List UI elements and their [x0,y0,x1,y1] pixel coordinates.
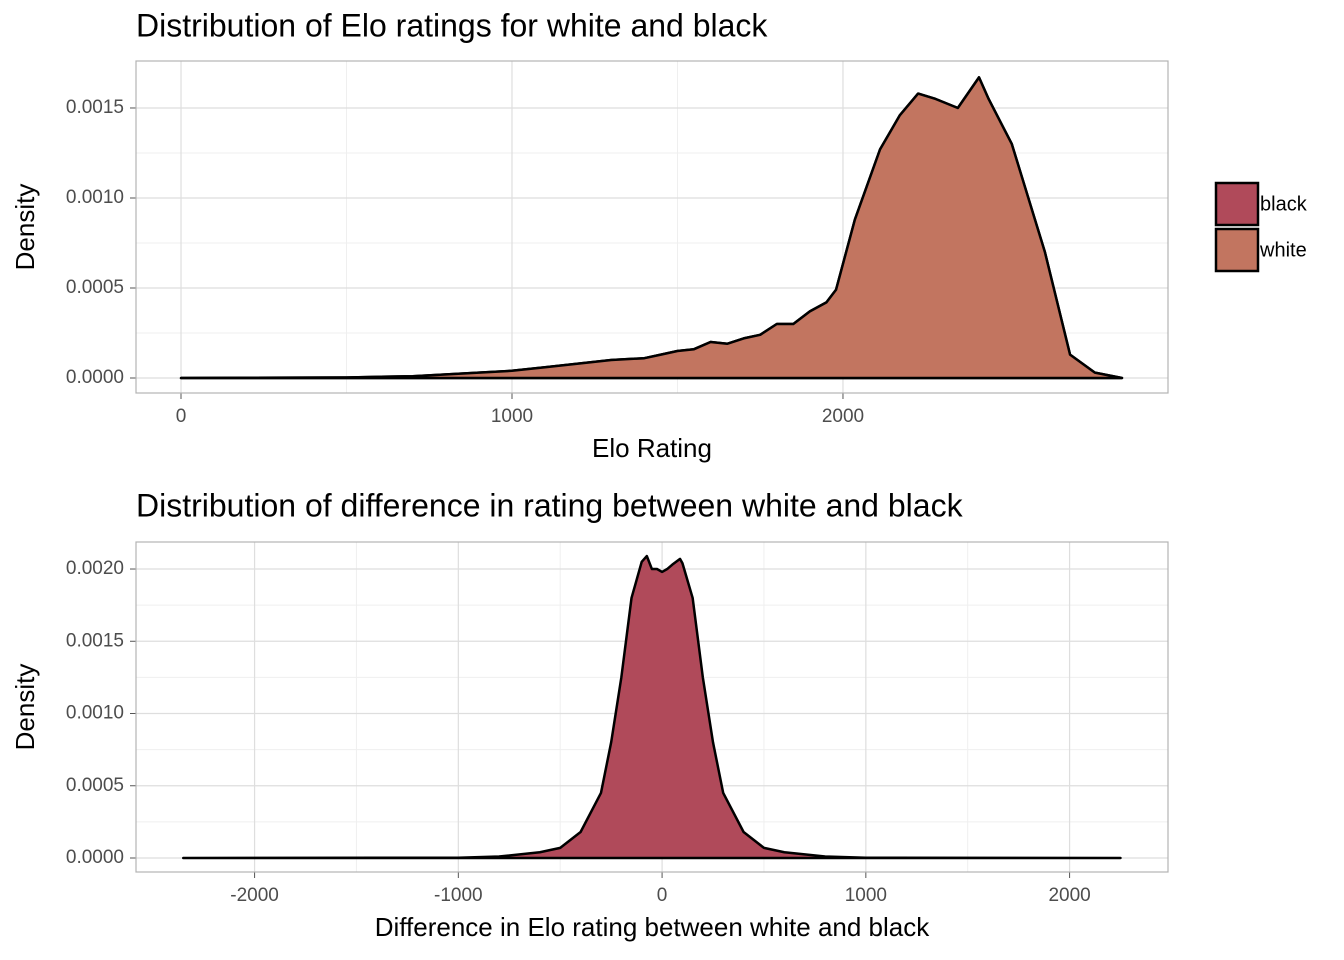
x-tick-label: -1000 [434,885,483,906]
chart-title: Distribution of difference in rating bet… [136,487,964,523]
y-tick-label: 0.0010 [66,187,124,208]
panel-border [135,60,1169,394]
density-area [182,554,1122,860]
density-area [179,76,1124,380]
y-tick-label: 0.0005 [66,775,124,796]
x-axis-title: Difference in Elo rating between white a… [375,912,931,942]
legend-label: white [1259,239,1307,261]
x-tick-label: 0 [657,885,668,906]
chart-title: Distribution of Elo ratings for white an… [136,7,768,43]
y-tick-label: 0.0020 [66,558,124,579]
y-tick-label: 0.0015 [66,97,124,118]
panel-border [135,541,1169,873]
legend-label: black [1260,193,1308,215]
x-tick-label: -2000 [230,885,279,906]
y-tick-label: 0.0015 [66,630,124,651]
y-tick-label: 0.0005 [66,277,124,298]
x-tick-label: 2000 [822,406,864,427]
x-tick-label: 1000 [491,406,533,427]
y-axis-title: Density [10,184,40,271]
y-tick-label: 0.0000 [66,847,124,868]
x-tick-label: 1000 [845,885,887,906]
y-tick-label: 0.0010 [66,703,124,724]
y-tick-label: 0.0000 [66,367,124,388]
y-axis-title: Density [10,664,40,751]
x-tick-label: 2000 [1048,885,1090,906]
x-axis-title: Elo Rating [592,433,712,463]
legend-key [1214,227,1260,273]
x-tick-label: 0 [176,406,187,427]
legend-key [1214,181,1260,227]
